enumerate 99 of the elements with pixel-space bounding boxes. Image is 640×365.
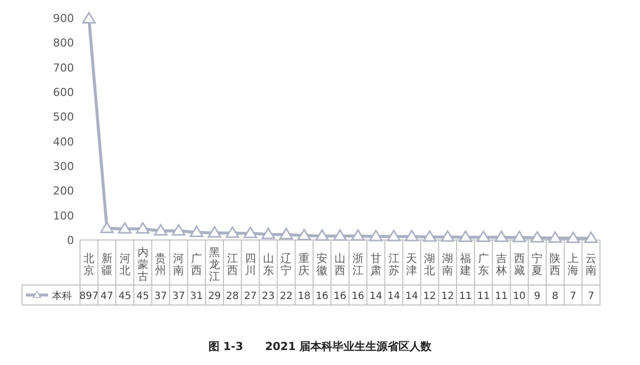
point: [530, 231, 544, 243]
point: [566, 232, 580, 244]
point: [548, 231, 562, 243]
data-label: 12: [441, 291, 454, 302]
x-tick-label: 河南: [173, 252, 184, 277]
x-tick-label: 新疆: [101, 252, 112, 277]
point: [584, 232, 598, 244]
data-label: 14: [369, 291, 382, 302]
data-label: 23: [262, 291, 275, 302]
point: [458, 230, 472, 242]
y-tick-label: 300: [53, 160, 74, 173]
data-label: 18: [298, 291, 311, 302]
x-tick-label: 甘肃: [370, 252, 382, 277]
data-label: 12: [423, 291, 436, 302]
x-tick-label: 湖北: [424, 252, 436, 277]
x-tick-label: 浙江: [352, 252, 364, 277]
point: [118, 222, 132, 234]
x-tick-label: 山东: [262, 252, 274, 277]
x-tick-label: 宁夏: [532, 252, 543, 277]
point: [244, 226, 258, 238]
x-tick-label: 内蒙古: [137, 246, 148, 283]
y-tick-label: 200: [53, 184, 74, 198]
point: [172, 224, 186, 236]
x-tick-label: 贵州: [155, 252, 166, 277]
y-tick-label: 700: [53, 61, 74, 74]
point: [476, 230, 490, 242]
point: [440, 230, 454, 242]
data-label: 45: [118, 291, 132, 302]
text: 图 1-3 2021 届本科毕业生生源省区人数: [208, 340, 433, 353]
y-tick-label: 600: [53, 86, 74, 99]
data-label: 897: [79, 291, 99, 302]
point: [387, 230, 401, 242]
x-tick-label: 江西: [226, 252, 238, 277]
x-tick-label: 福建: [459, 252, 472, 277]
y-tick-label: 100: [53, 209, 74, 222]
data-label: 45: [136, 291, 150, 302]
x-tick-label: 云南: [586, 252, 597, 277]
x-tick-label: 广西: [191, 252, 202, 277]
x-tick-label: 黑龙江: [208, 246, 220, 283]
data-label: 11: [495, 291, 508, 302]
x-tick-label: 安徽: [316, 252, 328, 277]
y-tick-label: 0: [67, 234, 74, 247]
data-label: 27: [244, 291, 257, 302]
data-label: 16: [352, 291, 364, 302]
legend-label: 本科: [52, 290, 72, 302]
y-tick-label: 400: [53, 135, 74, 148]
data-label: 11: [477, 291, 490, 302]
point: [190, 226, 204, 238]
x-tick-label: 天津: [406, 252, 418, 277]
data-label: 11: [459, 291, 472, 302]
x-tick-label: 重庆: [298, 252, 310, 277]
point: [404, 230, 418, 242]
point: [262, 228, 276, 240]
point: [154, 224, 168, 236]
data-label: 8: [552, 291, 558, 302]
x-tick-label: 陕西: [550, 252, 561, 277]
point: [226, 226, 240, 238]
point: [494, 230, 508, 242]
x-tick-label: 湖南: [442, 252, 454, 277]
point: [315, 229, 329, 241]
point: [351, 229, 365, 241]
data-label: 37: [154, 291, 168, 302]
point: [297, 228, 311, 240]
x-tick-label: 北京: [83, 252, 94, 277]
x-tick-label: 四川: [244, 252, 256, 277]
point: [333, 229, 347, 241]
data-label: 37: [172, 291, 185, 302]
data-label: 31: [190, 291, 203, 302]
data-label: 10: [512, 291, 526, 302]
x-tick-label: 广东: [478, 252, 489, 277]
point: [422, 230, 436, 242]
data-label: 9: [534, 291, 540, 302]
point: [82, 12, 96, 24]
point: [100, 222, 114, 234]
data-label: 14: [387, 291, 400, 302]
x-tick-label: 河北: [119, 252, 130, 277]
x-tick-label: 西藏: [514, 252, 525, 277]
point: [136, 222, 150, 234]
x-tick-label: 吉林: [494, 252, 507, 277]
point: [208, 226, 222, 238]
data-label: 47: [100, 291, 114, 302]
y-tick-label: 900: [53, 12, 74, 25]
data-label: 29: [208, 291, 221, 302]
point: [512, 230, 526, 242]
y-tick-label: 500: [53, 110, 74, 124]
x-tick-label: 上海: [568, 252, 579, 277]
x-tick-label: 江苏: [388, 252, 400, 277]
x-tick-label: 山西: [334, 252, 346, 277]
data-label: 16: [316, 291, 328, 302]
data-label: 14: [405, 291, 418, 302]
y-tick-label: 800: [53, 36, 74, 50]
data-label: 22: [280, 291, 293, 302]
point: [369, 230, 383, 242]
x-tick-label: 辽宁: [280, 252, 292, 277]
point: [279, 228, 293, 240]
data-label: 28: [226, 291, 239, 302]
data-label: 7: [570, 291, 576, 302]
data-label: 7: [588, 291, 594, 302]
data-label: 16: [334, 291, 346, 302]
